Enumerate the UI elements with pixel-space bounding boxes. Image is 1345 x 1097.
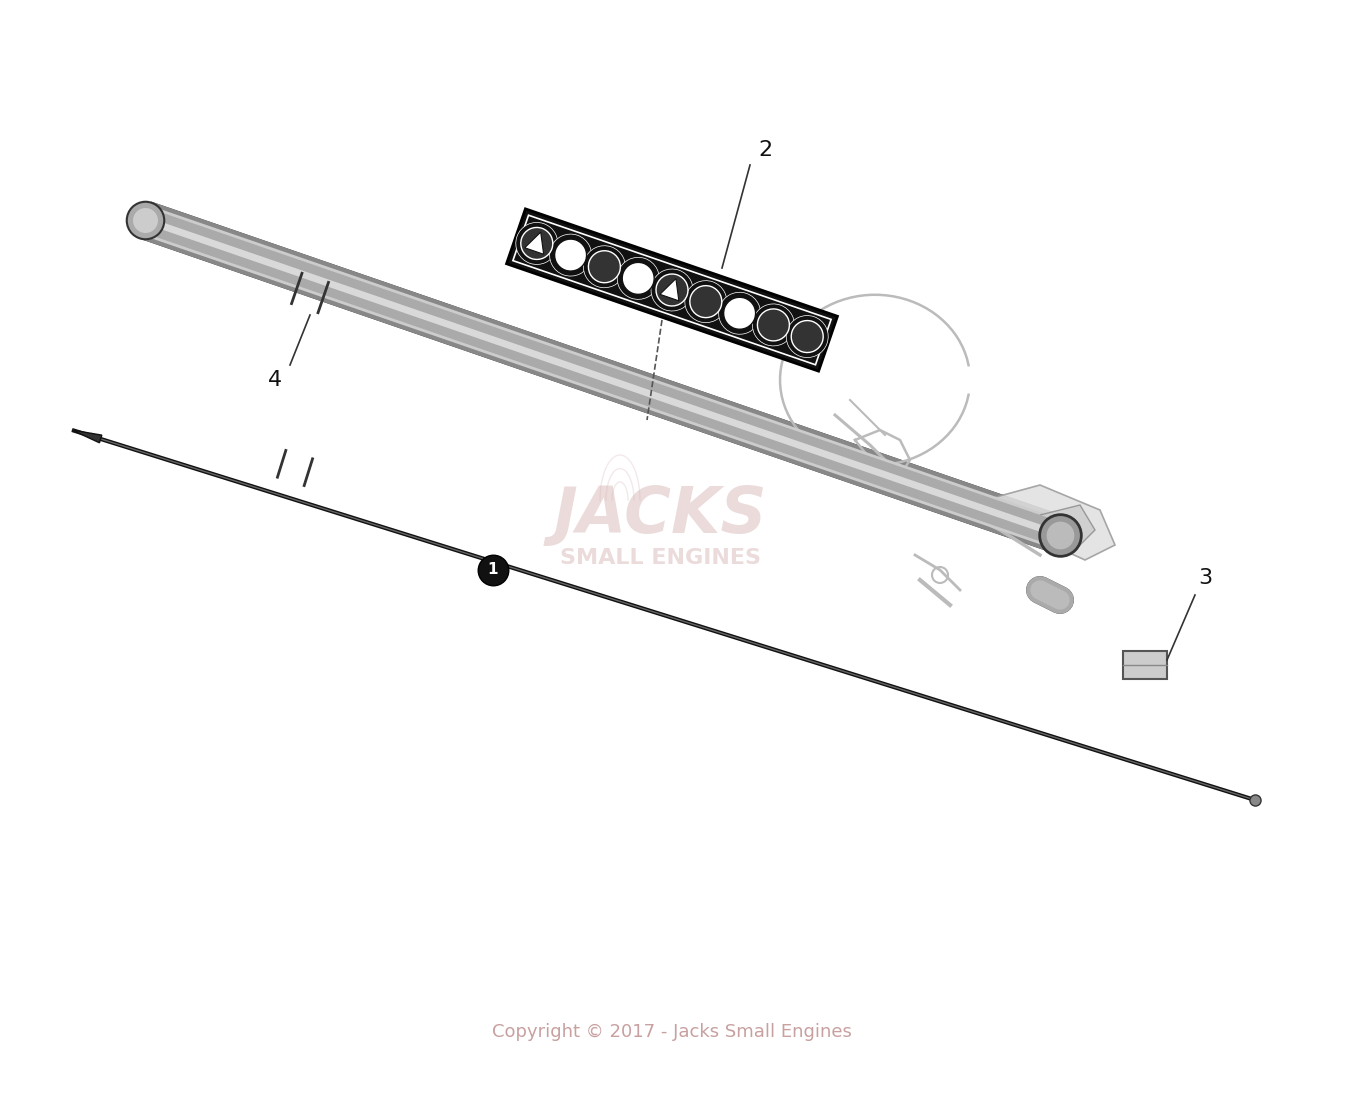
Polygon shape bbox=[73, 430, 102, 443]
Text: 1: 1 bbox=[488, 563, 498, 577]
Circle shape bbox=[791, 320, 823, 352]
Text: 3: 3 bbox=[1198, 568, 1212, 588]
Polygon shape bbox=[525, 233, 543, 255]
Circle shape bbox=[656, 274, 689, 306]
Bar bbox=[1123, 651, 1167, 679]
Bar bbox=[512, 215, 831, 365]
Text: SMALL ENGINES: SMALL ENGINES bbox=[560, 548, 760, 568]
Polygon shape bbox=[660, 279, 679, 301]
Circle shape bbox=[787, 316, 829, 358]
Circle shape bbox=[550, 234, 592, 276]
Circle shape bbox=[617, 258, 659, 299]
Circle shape bbox=[554, 239, 586, 271]
Text: Copyright © 2017 - Jacks Small Engines: Copyright © 2017 - Jacks Small Engines bbox=[492, 1024, 851, 1041]
Circle shape bbox=[588, 251, 620, 283]
Bar bbox=[507, 208, 838, 371]
Polygon shape bbox=[1040, 505, 1095, 550]
Circle shape bbox=[724, 297, 756, 329]
Circle shape bbox=[752, 304, 795, 346]
Circle shape bbox=[515, 223, 558, 264]
Circle shape bbox=[685, 281, 726, 323]
Circle shape bbox=[651, 269, 693, 312]
Text: JACKS: JACKS bbox=[553, 484, 767, 546]
Circle shape bbox=[521, 227, 553, 260]
Circle shape bbox=[718, 292, 761, 335]
Circle shape bbox=[757, 309, 790, 341]
Text: 4: 4 bbox=[268, 370, 282, 391]
Text: 2: 2 bbox=[759, 140, 772, 160]
Circle shape bbox=[584, 246, 625, 287]
Circle shape bbox=[690, 285, 722, 318]
Polygon shape bbox=[985, 485, 1115, 559]
Circle shape bbox=[623, 262, 654, 294]
